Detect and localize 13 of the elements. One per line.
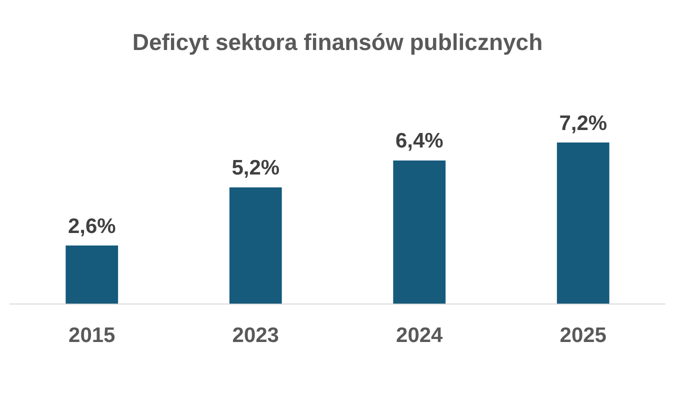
data-label: 5,2%: [232, 156, 280, 180]
x-tick-label: 2025: [560, 324, 607, 348]
bar: [556, 142, 610, 304]
bar: [66, 246, 118, 304]
bar: [393, 160, 446, 304]
bar: [229, 187, 282, 304]
data-label: 2,6%: [68, 214, 116, 238]
x-tick-label: 2015: [68, 324, 116, 348]
data-label: 6,4%: [395, 130, 444, 153]
x-tick-label: 2024: [396, 324, 444, 348]
x-tick-label: 2023: [232, 324, 279, 348]
data-label: 7,2%: [559, 112, 608, 135]
chart-title: Deficyt sektora finansów publicznych: [132, 29, 543, 56]
